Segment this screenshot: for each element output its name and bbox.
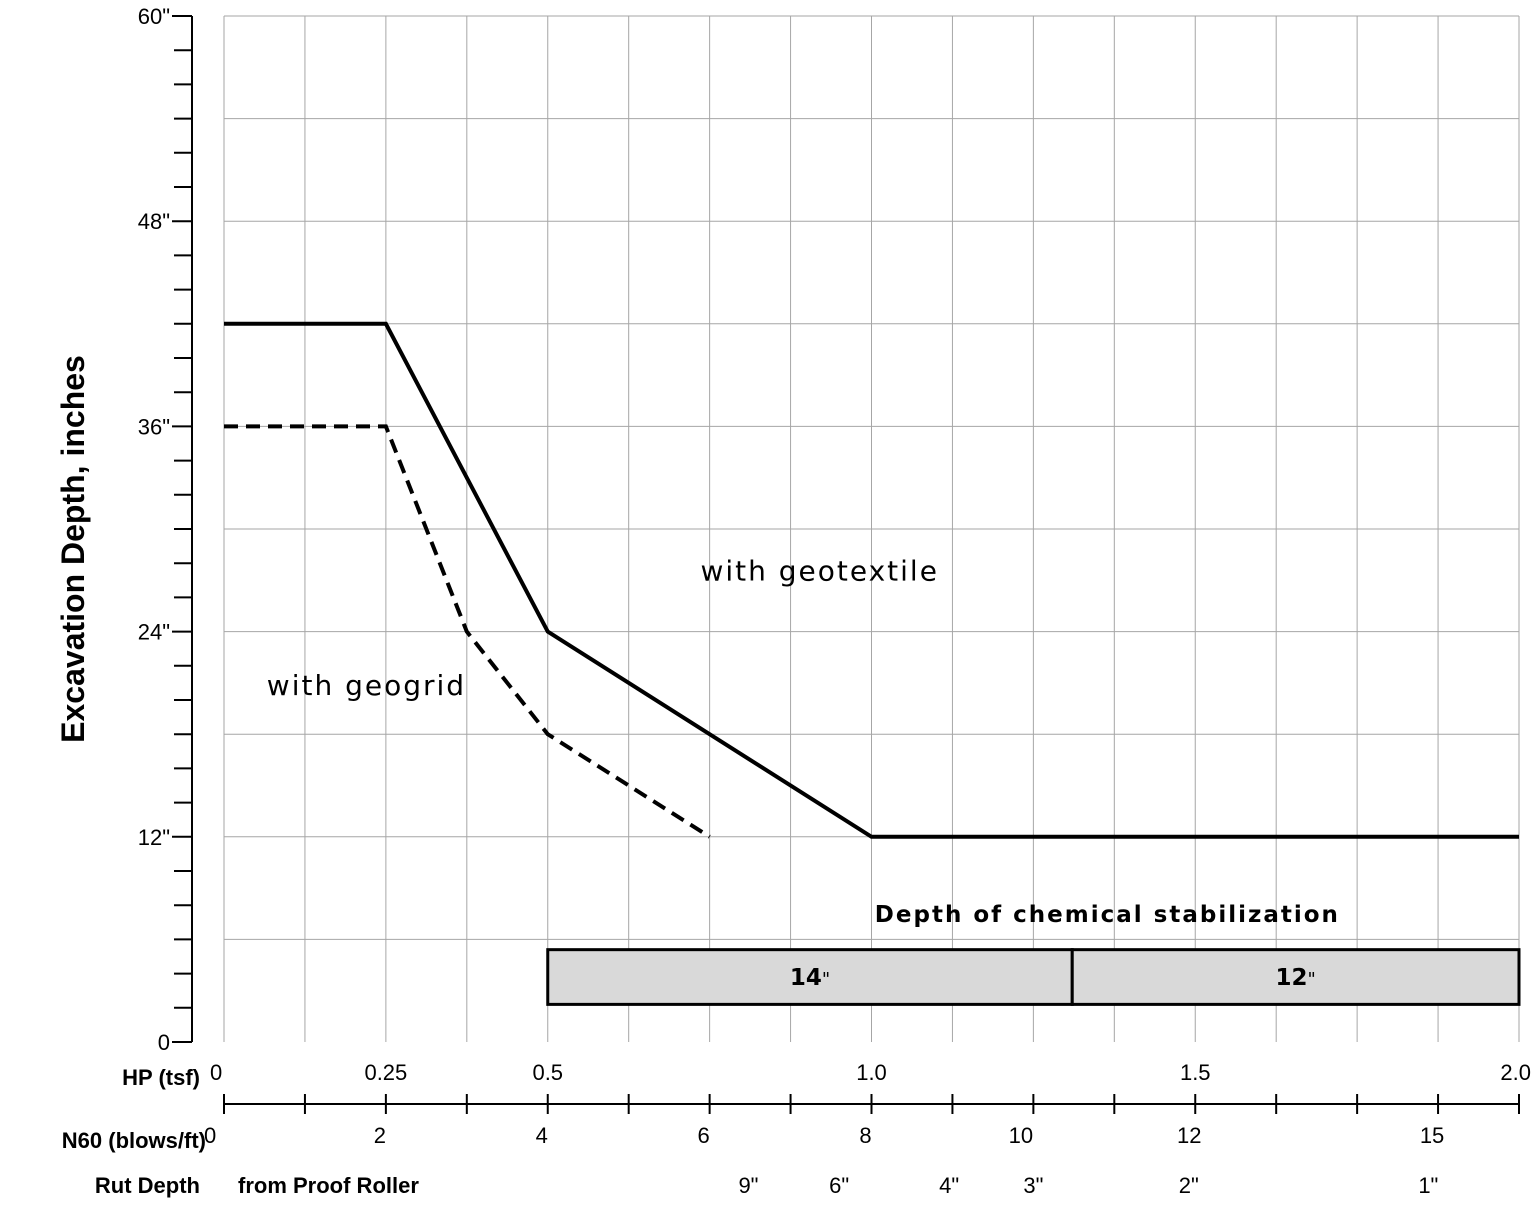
series-annotation: with geotextile (700, 554, 938, 587)
x-tick-label-hp: 1.5 (1180, 1060, 1211, 1085)
x-tick-label-rut: 1" (1418, 1173, 1438, 1198)
y-tick-label: 24" (138, 620, 170, 645)
x-tick-label-n60: 10 (1009, 1123, 1033, 1148)
x-tick-label-n60: 8 (859, 1123, 871, 1148)
grid (223, 15, 1520, 1042)
series-line-geogrid (224, 424, 711, 839)
x-tick-label-rut: 3" (1023, 1173, 1043, 1198)
x-tick-label-n60: 15 (1420, 1123, 1444, 1148)
x-tick-label-hp: 0.5 (532, 1060, 563, 1085)
annotations: with geotextile with geogrid (267, 554, 938, 702)
x-axis-name-hp: HP (tsf) (122, 1065, 200, 1090)
stabilization-bar: 14" 12" Depth of chemical stabilization (546, 902, 1521, 1006)
stabilization-segment-label: 14" (790, 965, 830, 991)
series-annotation: with geogrid (267, 669, 466, 702)
x-tick-label-n60: 12 (1177, 1123, 1201, 1148)
x-tick-label-rut: 9" (738, 1173, 758, 1198)
x-axis-subtitle-rut: from Proof Roller (238, 1173, 419, 1198)
y-tick-label: 48" (138, 209, 170, 234)
stabilization-title: Depth of chemical stabilization (875, 902, 1340, 928)
x-tick-label-rut: 6" (829, 1173, 849, 1198)
y-axis-title: Excavation Depth, inches (55, 355, 91, 743)
x-tick-label-hp: 0.25 (364, 1060, 407, 1085)
x-tick-label-n60: 6 (698, 1123, 710, 1148)
x-tick-label-n60: 2 (374, 1123, 386, 1148)
x-axis-name-rut: Rut Depth (95, 1173, 200, 1198)
x-tick-label-rut: 4" (939, 1173, 959, 1198)
x-tick-label-n60: 0 (204, 1123, 216, 1148)
y-tick-label: 60" (138, 4, 170, 29)
stabilization-segment-label: 12" (1275, 965, 1315, 991)
y-tick-label: 36" (138, 414, 170, 439)
x-tick-label-hp: 1.0 (856, 1060, 887, 1085)
x-tick-label-n60: 4 (536, 1123, 548, 1148)
x-axis-name-n60: N60 (blows/ft) (62, 1128, 206, 1153)
x-tick-label-hp: 2.0 (1500, 1060, 1531, 1085)
y-tick-label: 0 (158, 1030, 170, 1055)
stabilization-segment (1070, 948, 1521, 1006)
series-lines (224, 321, 1519, 839)
stabilization-segment (546, 948, 1074, 1006)
x-tick-label-rut: 2" (1179, 1173, 1199, 1198)
y-axis: 0 12" 24" 36" 48" 60" Excavation Depth, inches (55, 4, 193, 1055)
y-tick-label: 12" (138, 825, 170, 850)
x-tick-label-hp: 0 (210, 1060, 222, 1085)
series-line-geotextile (224, 321, 1519, 839)
